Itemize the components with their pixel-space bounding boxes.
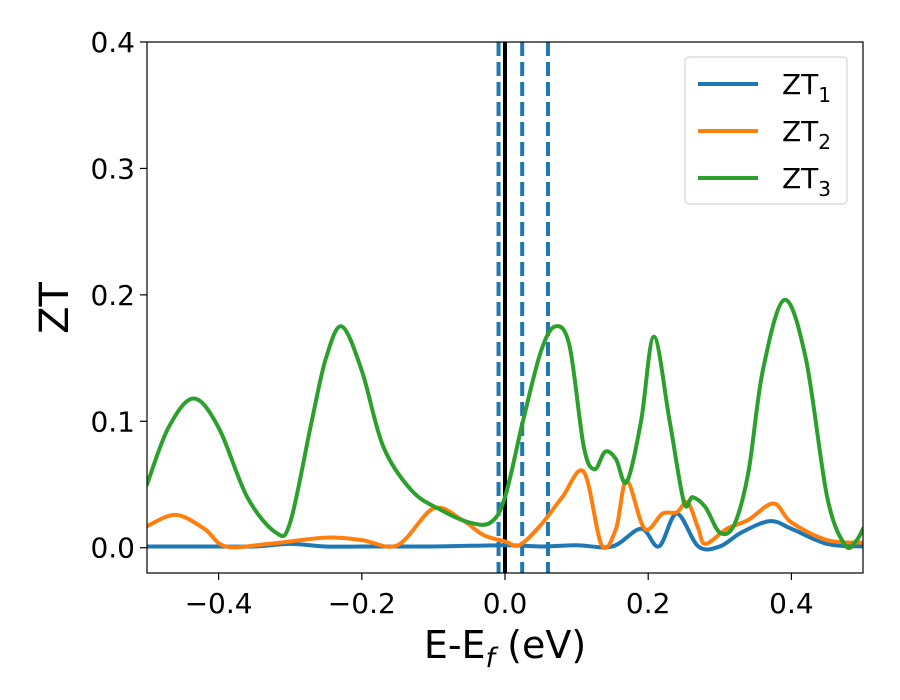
series-line-zt3 bbox=[147, 297, 863, 551]
x-tick-label: −0.4 bbox=[185, 587, 253, 620]
y-axis-ticks: 0.0 0.1 0.2 0.3 0.4 bbox=[90, 26, 147, 565]
x-tick-label: 0.4 bbox=[769, 587, 814, 620]
x-tick-label: 0.0 bbox=[483, 587, 528, 620]
y-tick-label: 0.4 bbox=[90, 26, 135, 59]
x-axis-label: E-Ef (eV) bbox=[424, 623, 586, 674]
y-axis-label: ZT bbox=[32, 282, 78, 334]
legend-label-zt3: ZT3 bbox=[782, 162, 831, 201]
legend: ZT1 ZT2 ZT3 bbox=[684, 56, 848, 205]
y-tick-label: 0.3 bbox=[90, 152, 135, 185]
y-tick-label: 0.2 bbox=[90, 279, 135, 312]
y-tick-label: 0.0 bbox=[90, 532, 135, 565]
x-axis-ticks: −0.4 −0.2 0.0 0.2 0.4 bbox=[185, 573, 814, 620]
legend-box bbox=[684, 56, 848, 205]
series-line-zt1 bbox=[147, 511, 863, 552]
legend-label-zt1: ZT1 bbox=[782, 68, 831, 107]
vertical-reference-lines bbox=[496, 42, 550, 573]
x-tick-label: −0.2 bbox=[328, 587, 396, 620]
series-line-zt2 bbox=[147, 468, 863, 551]
series-layer bbox=[147, 297, 863, 552]
legend-label-zt2: ZT2 bbox=[782, 115, 831, 154]
y-tick-label: 0.1 bbox=[90, 405, 135, 438]
x-tick-label: 0.2 bbox=[626, 587, 671, 620]
